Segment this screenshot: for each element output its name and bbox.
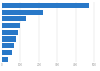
Bar	[2, 10, 43, 15]
Bar	[2, 57, 8, 62]
Bar	[2, 3, 89, 8]
Bar	[2, 43, 14, 48]
Bar	[2, 16, 26, 21]
Bar	[2, 30, 18, 35]
Bar	[2, 23, 20, 28]
Bar	[2, 36, 16, 42]
Bar	[2, 50, 12, 55]
